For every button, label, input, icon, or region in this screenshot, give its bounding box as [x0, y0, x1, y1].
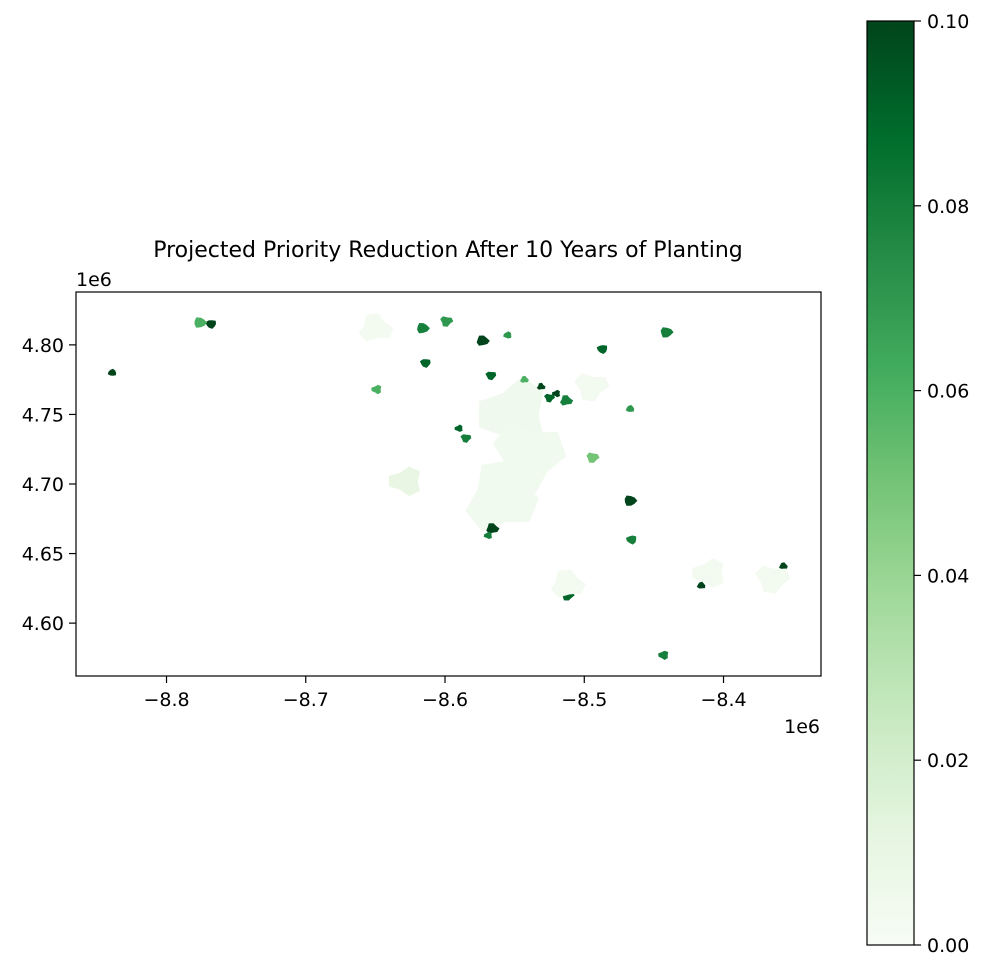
map-region [460, 434, 472, 443]
map-region [586, 452, 600, 463]
map-region [419, 359, 431, 368]
x-axis-ticks: −8.8 −8.7 −8.6 −8.5 −8.4 [143, 676, 747, 711]
colorbar-tick-label: 0.06 [927, 381, 969, 403]
map-region [465, 460, 539, 531]
map-region [205, 320, 216, 329]
map-region [574, 373, 610, 402]
x-tick-label: −8.8 [143, 689, 189, 711]
colorbar-tick-label: 0.02 [927, 750, 969, 772]
map-region [550, 569, 587, 598]
map-region [560, 395, 574, 406]
y-tick-label: 4.65 [22, 544, 64, 566]
colorbar-tick-label: 0.00 [927, 935, 969, 957]
map-region [624, 495, 638, 506]
map-region [485, 371, 497, 381]
map-region [388, 466, 421, 497]
map-region [486, 523, 500, 534]
y-tick-label: 4.60 [22, 613, 64, 635]
map-region [371, 384, 382, 395]
map-region [658, 650, 669, 660]
colorbar-tick-label: 0.10 [927, 11, 969, 33]
map-region [194, 317, 208, 328]
y-tick-label: 4.70 [22, 474, 64, 496]
map-region [454, 424, 463, 432]
y-offset-label: 1e6 [76, 269, 112, 291]
map-region [596, 345, 608, 354]
x-offset-label: 1e6 [784, 716, 820, 738]
colorbar-gradient [867, 21, 914, 945]
map-region [107, 368, 117, 376]
y-tick-label: 4.80 [22, 335, 64, 357]
map-region [779, 562, 788, 570]
y-axis-ticks: 4.60 4.65 4.70 4.75 4.80 [22, 335, 76, 635]
colorbar-tick-label: 0.08 [927, 196, 969, 218]
map-region [440, 316, 454, 327]
map-region [536, 382, 546, 390]
map-region [544, 393, 555, 403]
map-region [483, 531, 492, 539]
map-region [417, 323, 430, 334]
x-tick-label: −8.6 [422, 689, 468, 711]
map-region [625, 404, 635, 412]
x-tick-label: −8.5 [561, 689, 607, 711]
colorbar-ticks: 0.00 0.02 0.04 0.06 0.08 0.10 [914, 11, 969, 957]
y-tick-label: 4.75 [22, 404, 64, 426]
map-region [754, 565, 790, 594]
map-region [660, 327, 674, 338]
map-region [692, 558, 724, 588]
colorbar-frame [866, 20, 915, 946]
map-plot-area [76, 292, 821, 676]
colorbar: 0.00 0.02 0.04 0.06 0.08 0.10 [866, 11, 969, 957]
x-tick-label: −8.7 [283, 689, 329, 711]
map-axes: −8.8 −8.7 −8.6 −8.5 −8.4 4.60 4.65 4.70 4.75 4.8… [22, 269, 822, 738]
map-region [696, 581, 706, 589]
colorbar-tick-label: 0.04 [927, 565, 969, 587]
map-region [358, 313, 394, 342]
map-regions [107, 313, 790, 660]
x-tick-label: −8.4 [700, 689, 746, 711]
map-region [503, 331, 512, 339]
map-title: Projected Priority Reduction After 10 Ye… [153, 238, 743, 263]
map-region [520, 375, 529, 383]
map-region [626, 535, 637, 545]
map-region [476, 335, 490, 346]
